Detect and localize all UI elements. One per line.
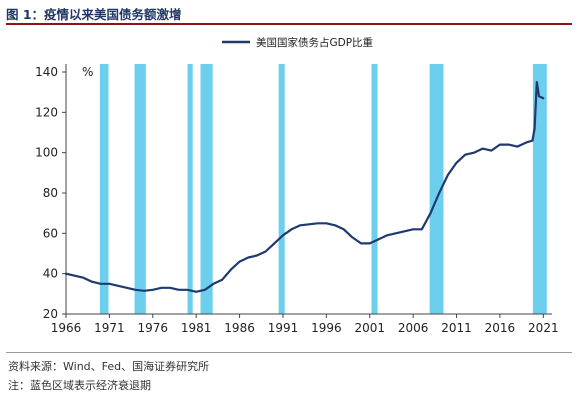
x-tick-label-1991: 1991 [268, 321, 299, 335]
series-lines [64, 80, 545, 293]
axes: 20 40 60 80 100 120 140 1966 1971 1976 1981 1986 199… [35, 64, 559, 335]
recession-band-6 [429, 64, 444, 314]
y-tick-label-80: 80 [43, 186, 58, 200]
recession-band-2 [187, 64, 193, 314]
y-unit-label: % [82, 65, 93, 79]
x-tick-label-2006: 2006 [398, 321, 429, 335]
recession-band-4 [278, 64, 285, 314]
y-tick-label-40: 40 [43, 267, 58, 281]
title-rule [6, 23, 572, 25]
x-tick-label-2021: 2021 [528, 321, 559, 335]
y-tick-label-100: 100 [35, 146, 58, 160]
recession-band-7 [532, 64, 547, 314]
recession-band-1 [134, 64, 146, 314]
x-tick-label-1971: 1971 [94, 321, 125, 335]
y-tick-label-20: 20 [43, 307, 58, 321]
x-tick-label-1976: 1976 [138, 321, 169, 335]
x-tick-label-2001: 2001 [354, 321, 385, 335]
y-tick-label-60: 60 [43, 226, 58, 240]
source-note: 资料来源：Wind、Fed、国海证券研究所 [8, 360, 210, 373]
recession-band-3 [200, 64, 213, 314]
recession-bands [99, 64, 547, 314]
legend-label: 美国国家债务占GDP比重 [256, 36, 373, 49]
x-tick-label-1986: 1986 [224, 321, 255, 335]
footer-rule [6, 352, 572, 353]
recession-note: 注：蓝色区域表示经济衰退期 [8, 379, 151, 392]
legend: 美国国家债务占GDP比重 [222, 36, 373, 49]
y-tick-label-140: 140 [35, 65, 58, 79]
series-line-0 [64, 80, 545, 293]
recession-band-0 [99, 64, 109, 314]
recession-band-5 [371, 64, 378, 314]
figure-title: 图 1：疫情以来美国债务额激增 [6, 7, 182, 22]
x-tick-label-1996: 1996 [311, 321, 342, 335]
x-tick-label-1981: 1981 [181, 321, 212, 335]
debt-to-gdp-line-chart: 20 40 60 80 100 120 140 1966 1971 1976 1981 1986 199… [35, 36, 559, 335]
y-tick-label-120: 120 [35, 105, 58, 119]
x-tick-label-1966: 1966 [51, 321, 82, 335]
x-tick-label-2011: 2011 [441, 321, 472, 335]
x-tick-label-2016: 2016 [485, 321, 516, 335]
